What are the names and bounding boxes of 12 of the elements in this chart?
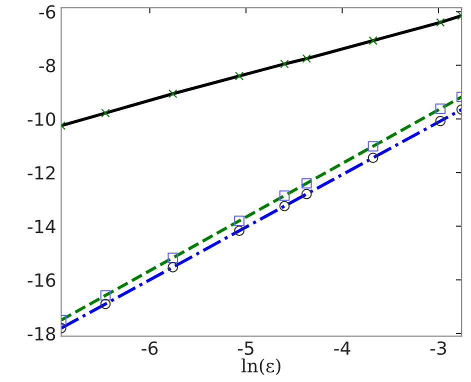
y-tick-label: -8 xyxy=(39,58,56,72)
x-axis-title: ln(ε) xyxy=(242,358,280,376)
x-tick-label: -4 xyxy=(334,342,350,355)
y-tick-label: -6 xyxy=(39,5,56,19)
y-tick-label: -10 xyxy=(28,112,56,126)
y-tick-label: -12 xyxy=(28,166,55,180)
x-tick-label: -3 xyxy=(430,341,446,355)
x-tick-label: -5 xyxy=(238,342,254,355)
y-tick-label: -14 xyxy=(28,220,56,234)
y-tick-label: -18 xyxy=(28,326,56,341)
y-tick-label: -16 xyxy=(28,273,56,287)
x-tick-label: -6 xyxy=(142,341,158,355)
